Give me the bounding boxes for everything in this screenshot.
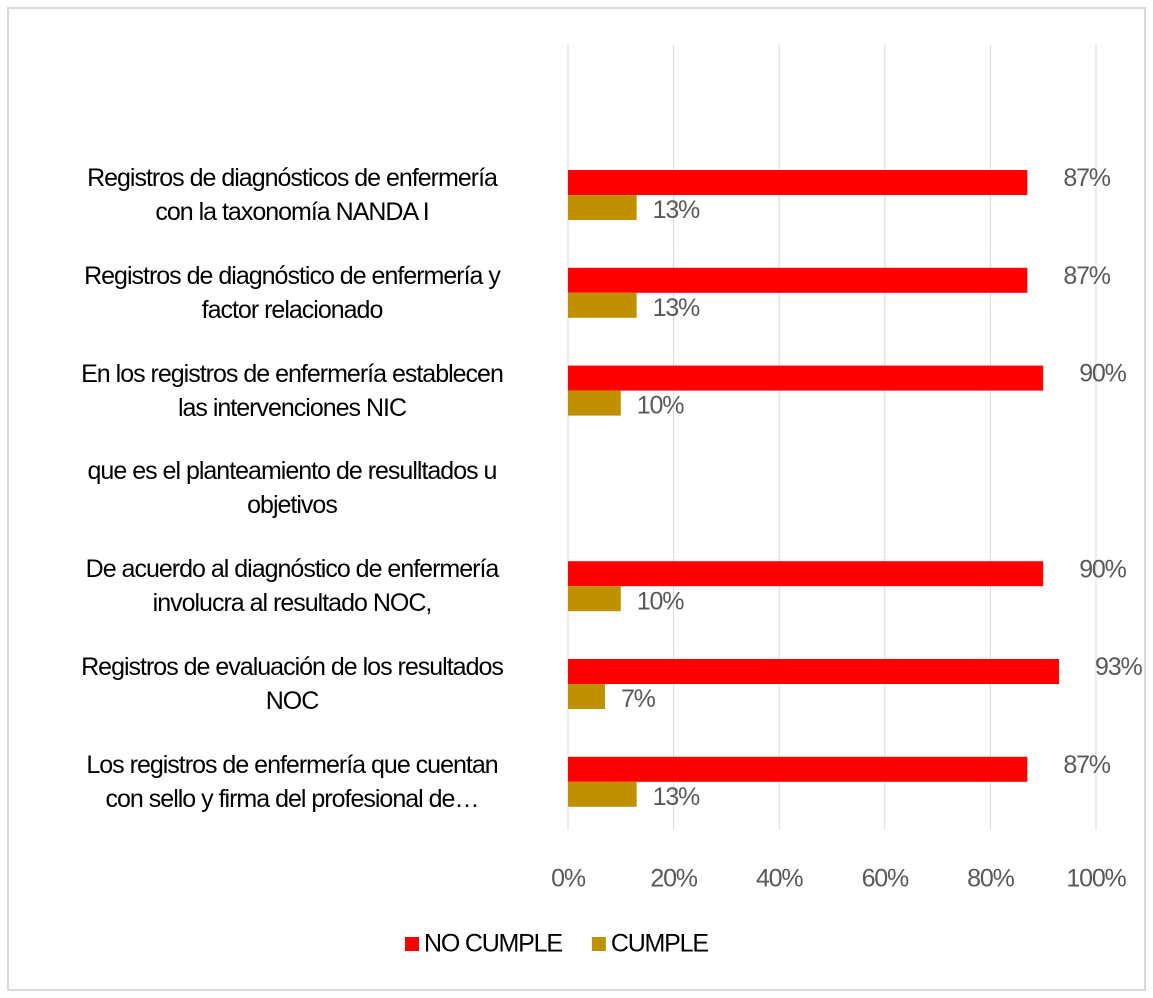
bar: [568, 390, 621, 416]
x-tick-label: 80%: [967, 865, 1014, 893]
bar: [568, 561, 1044, 587]
x-tick-label: 100%: [1066, 865, 1126, 893]
x-tick-label: 60%: [862, 865, 909, 893]
legend-label: CUMPLE: [611, 930, 709, 958]
bar: [568, 586, 621, 612]
value-label: 87%: [1063, 262, 1110, 290]
legend-swatch: [405, 937, 419, 951]
x-tick-label: 0%: [551, 865, 586, 893]
value-label: 90%: [1079, 555, 1126, 583]
value-label: 10%: [637, 392, 684, 420]
value-label: 13%: [653, 294, 700, 322]
x-tick-label: 40%: [756, 865, 803, 893]
legend-label: NO CUMPLE: [424, 930, 562, 958]
bar: [568, 781, 637, 807]
value-label: 7%: [621, 685, 656, 713]
value-label: 87%: [1063, 164, 1110, 192]
value-label: 10%: [637, 587, 684, 615]
value-label: 87%: [1063, 751, 1110, 779]
category-label: Registros de evaluación de los resultado…: [81, 653, 504, 715]
value-label: 13%: [653, 783, 700, 811]
bar: [568, 292, 637, 318]
category-label: Los registros de enfermería que cuentan …: [86, 750, 498, 813]
legend-swatch: [591, 937, 606, 951]
value-label: 13%: [653, 196, 700, 224]
value-label: 90%: [1079, 360, 1126, 388]
bar: [568, 170, 1028, 195]
bar: [568, 659, 1060, 684]
category-label: que es el planteamiento de resulltados u…: [87, 457, 498, 520]
category-label: Registros de diagnósticos de enfermería …: [87, 164, 498, 226]
bar: [568, 684, 605, 709]
x-tick-label: 20%: [650, 865, 697, 893]
category-label: En los registros de enfermería establece…: [81, 359, 504, 422]
category-label: De acuerdo al diagnóstico de enfermería …: [85, 555, 500, 618]
bar: [568, 756, 1028, 782]
category-label: Registros de diagnóstico de enfermería y…: [84, 261, 501, 324]
frame: [7, 7, 1146, 991]
value-label: 93%: [1095, 653, 1142, 681]
bar: [568, 195, 637, 220]
bar: [568, 365, 1044, 391]
bar: [568, 267, 1028, 293]
